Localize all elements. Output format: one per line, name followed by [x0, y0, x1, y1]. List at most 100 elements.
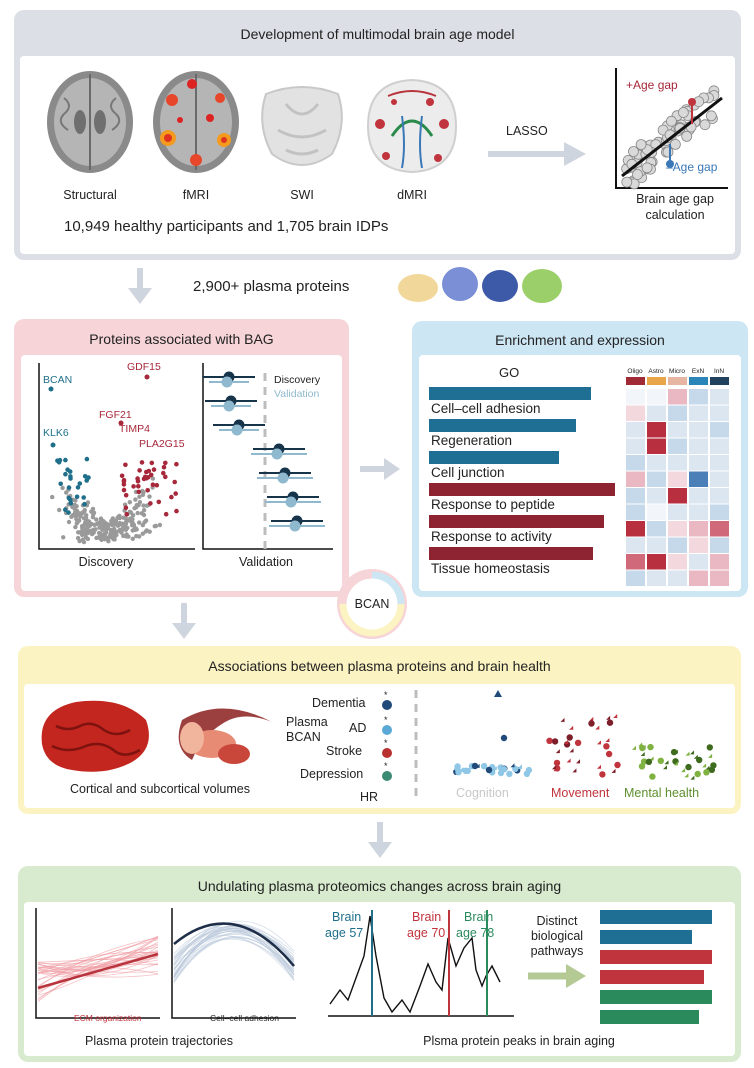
- positive-age-gap-label: +Age gap: [626, 78, 678, 92]
- heatmap-cell: [668, 438, 687, 454]
- heatmap-cell: [689, 471, 708, 487]
- volcano-point-down: [75, 485, 81, 490]
- volcano-point: [135, 510, 140, 516]
- heatmap-cell: [689, 521, 708, 537]
- panel-content: ECM organization Cell–cell adhesion Plas…: [24, 902, 735, 1056]
- scatter-point: [678, 107, 689, 118]
- volcano-point: [100, 535, 105, 541]
- heatmap-cell: [626, 521, 645, 537]
- volcano-point: [147, 494, 152, 499]
- modality-label-structural: Structural: [63, 188, 117, 202]
- lasso-label: LASSO: [506, 124, 548, 138]
- volcano-point-up: [124, 512, 129, 517]
- heatmap-cell: [668, 488, 687, 504]
- pathway-bar: [600, 990, 712, 1004]
- volcano-point: [80, 526, 85, 531]
- go-term-label: Response to activity: [431, 529, 552, 544]
- panel-associations: Associations between plasma proteins and…: [18, 646, 741, 814]
- volcano-point: [130, 536, 135, 541]
- volcano-point-down: [77, 481, 83, 486]
- volcano-point: [69, 514, 74, 519]
- heatmap-cell: [710, 521, 729, 537]
- mental-health-point: [694, 770, 701, 778]
- heatmap-cell: [710, 438, 729, 454]
- volcano-point: [114, 532, 119, 537]
- volcano-point-down: [58, 481, 63, 487]
- validation-estimate: [221, 376, 233, 388]
- modality-label-swi: SWI: [290, 188, 314, 202]
- heatmap-cell: [710, 405, 729, 421]
- volcano-point-up: [148, 501, 153, 506]
- fmri-brain-icon: [153, 71, 239, 173]
- mental-health-point: [632, 745, 637, 750]
- participants-label: 10,949 healthy participants and 1,705 br…: [64, 218, 389, 235]
- panel-proteins-bag: Proteins associated with BAG BCAN GDF15 …: [14, 319, 349, 597]
- mental-health-point: [684, 773, 689, 778]
- volcano-point: [66, 519, 72, 525]
- panel-title: Associations between plasma proteins and…: [208, 658, 551, 674]
- heatmap-cell: [626, 554, 645, 570]
- cortex-brain-icon: [41, 700, 149, 772]
- volcano-point-up: [169, 494, 174, 500]
- volcano-point: [157, 522, 163, 528]
- peaks-caption: Plsma protein peaks in brain aging: [423, 1034, 615, 1048]
- subcortical-structures-icon: [178, 708, 272, 764]
- trajectory-line: [37, 950, 159, 972]
- volcano-point-down: [84, 456, 90, 462]
- heatmap-cell: [626, 488, 645, 504]
- cognition-point: [492, 766, 497, 771]
- volcano-point-up: [161, 464, 167, 470]
- arrow-right-icon: [488, 142, 586, 166]
- volcano-point: [64, 490, 69, 495]
- pathway-bar: [600, 910, 712, 924]
- outcome-marker-icon: [382, 700, 392, 710]
- heatmap-cell: [626, 389, 645, 405]
- scatter-point: [699, 119, 711, 131]
- cognition-point: [494, 690, 502, 697]
- volcano-point-up: [135, 476, 140, 481]
- go-term-bar: [429, 419, 576, 432]
- outcome-marker-icon: [382, 748, 392, 758]
- forest-plot: [202, 363, 333, 550]
- bcan-label: BCAN: [354, 597, 390, 611]
- volcano-point-up: [151, 467, 157, 472]
- volcano-point-up: [121, 487, 127, 493]
- heatmap-cell: [668, 554, 687, 570]
- volcano-point: [50, 494, 55, 500]
- movement-point: [606, 715, 611, 720]
- go-term-bar: [429, 547, 593, 560]
- heatmap-cell: [626, 422, 645, 438]
- go-term-label: Cell junction: [431, 465, 505, 480]
- pathway-bar: [600, 970, 704, 984]
- legend-validation: Validation: [274, 388, 320, 400]
- volcano-point: [123, 519, 129, 525]
- trajectory-line: [173, 926, 295, 979]
- volcano-point: [129, 520, 134, 525]
- movement-point: [599, 771, 604, 776]
- volcano-point-down: [63, 507, 68, 513]
- significance-star-icon: *: [384, 715, 388, 725]
- arrow-right-icon: [360, 458, 400, 480]
- heatmap-cell: [710, 422, 729, 438]
- volcano-point: [111, 536, 116, 541]
- volcano-point-down: [82, 501, 87, 507]
- heatmap-cell: [647, 537, 666, 553]
- volcano-point: [140, 488, 145, 494]
- outcome-label: Depression: [300, 767, 364, 781]
- volcano-point: [128, 516, 133, 521]
- panel-undulating-changes: Undulating plasma proteomics changes acr…: [18, 866, 741, 1062]
- volcano-point: [73, 498, 78, 503]
- panel-content: Cortical and subcortical volumes Plasma …: [24, 684, 735, 808]
- mental-health-point: [639, 744, 646, 752]
- volcano-point-up: [173, 491, 178, 496]
- movement-point: [576, 759, 581, 764]
- cell-type-label: Astro: [648, 368, 664, 375]
- heatmap-cell: [668, 521, 687, 537]
- gene-label-bcan: BCAN: [43, 374, 73, 386]
- legend-discovery: Discovery: [274, 374, 321, 386]
- volcano-point: [83, 520, 88, 525]
- heatmap-cell: [710, 471, 729, 487]
- volcano-point: [85, 530, 91, 536]
- volcano-point-up: [149, 460, 155, 466]
- heatmap-cell: [647, 570, 666, 586]
